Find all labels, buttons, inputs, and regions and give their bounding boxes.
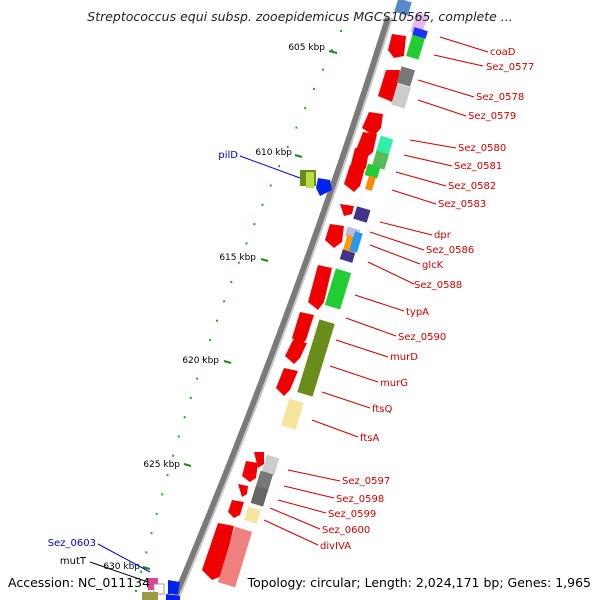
gene-label[interactable]: murG xyxy=(380,378,408,389)
position-dot xyxy=(269,184,272,187)
position-dot xyxy=(209,339,212,341)
gene-label[interactable]: Sez_0600 xyxy=(322,525,370,536)
gene-label[interactable]: ftsA xyxy=(360,433,379,444)
position-dot xyxy=(177,435,180,438)
gene-label[interactable]: Sez_0581 xyxy=(454,161,502,172)
position-dot xyxy=(202,358,205,361)
position-dots xyxy=(135,30,342,592)
position-dot xyxy=(313,87,315,90)
gene-labels-left: pilD Sez_0603 mutT xyxy=(48,150,238,567)
tick-605: 605 kbp xyxy=(288,43,338,54)
position-dot xyxy=(261,203,264,206)
gene-label[interactable]: typA xyxy=(406,307,429,318)
gene-label[interactable]: coaD xyxy=(490,47,516,58)
gene-label[interactable]: Sez_0580 xyxy=(458,143,506,154)
gene-label[interactable]: Sez_0579 xyxy=(468,111,516,122)
position-dot xyxy=(150,532,153,535)
gene-label[interactable]: murD xyxy=(390,352,418,363)
position-dot xyxy=(278,165,281,168)
position-dot xyxy=(161,493,164,496)
backbone xyxy=(171,17,393,600)
gene-label[interactable]: pilD xyxy=(218,150,238,161)
tick-610: 610 kbp xyxy=(255,148,303,158)
position-dot xyxy=(230,281,233,283)
position-dot xyxy=(304,107,307,110)
position-dot xyxy=(183,416,186,419)
gene-label[interactable]: Sez_0590 xyxy=(398,332,446,343)
position-dot xyxy=(140,570,143,573)
gene-label[interactable]: divIVA xyxy=(320,541,351,552)
tick-label: 625 kbp xyxy=(143,460,180,470)
position-dot xyxy=(155,512,158,515)
gene-label[interactable]: ftsQ xyxy=(372,404,392,415)
gene-label[interactable]: Sez_0578 xyxy=(476,92,524,103)
leader-lines xyxy=(89,36,489,583)
gene-label[interactable]: Sez_0582 xyxy=(448,181,496,192)
gene-label[interactable]: Sez_0598 xyxy=(336,494,384,505)
tick-615: 615 kbp xyxy=(219,253,269,263)
tick-625: 625 kbp xyxy=(143,460,192,470)
position-dot xyxy=(322,68,324,71)
gene-label[interactable]: Sez_0603 xyxy=(48,538,96,549)
position-dot xyxy=(166,474,169,477)
tick-label: 630 kbp xyxy=(103,562,140,572)
gene-label[interactable]: Sez_0577 xyxy=(486,62,534,73)
gene-label[interactable]: mutT xyxy=(60,556,87,567)
accession-text: Accession: NC_011134 xyxy=(8,575,151,590)
gene-label[interactable]: dpr xyxy=(434,230,452,241)
gene-label[interactable]: Sez_0597 xyxy=(342,476,390,487)
gene-label[interactable]: glcK xyxy=(422,260,444,271)
tick-label: 610 kbp xyxy=(255,148,292,158)
position-dot xyxy=(295,126,298,129)
gene-label[interactable]: Sez_0599 xyxy=(328,509,376,520)
position-dot xyxy=(286,145,289,148)
position-dot xyxy=(237,261,240,264)
position-dot xyxy=(189,396,192,399)
tick-label: 615 kbp xyxy=(219,253,256,263)
position-dot xyxy=(216,319,218,322)
gene-label[interactable]: Sez_0586 xyxy=(426,245,474,256)
topology-summary: Topology: circular; Length: 2,024,171 bp… xyxy=(247,575,591,590)
tick-630: 630 kbp xyxy=(103,562,151,572)
position-dot xyxy=(245,242,248,245)
gene-label[interactable]: Sez_0588 xyxy=(414,280,462,291)
position-dot xyxy=(253,223,256,226)
position-dot xyxy=(145,551,148,554)
tick-620: 620 kbp xyxy=(182,356,232,366)
tick-label: 620 kbp xyxy=(182,356,219,366)
position-dot xyxy=(223,300,226,303)
genome-title: Streptococcus equi subsp. zooepidemicus … xyxy=(87,9,513,24)
gene-label[interactable]: Sez_0583 xyxy=(438,199,486,210)
gene-features xyxy=(142,0,428,600)
position-dot xyxy=(135,590,137,592)
scale-ticks: 605 kbp 610 kbp 615 kbp 620 kbp 625 kbp … xyxy=(103,43,338,572)
position-dot xyxy=(196,377,198,380)
position-dot xyxy=(172,454,175,457)
position-dot xyxy=(331,49,333,52)
position-dot xyxy=(340,30,342,32)
gene-labels-right: coaD Sez_0577 Sez_0578 Sez_0579 Sez_0580… xyxy=(320,47,534,552)
tick-label: 605 kbp xyxy=(288,43,325,53)
